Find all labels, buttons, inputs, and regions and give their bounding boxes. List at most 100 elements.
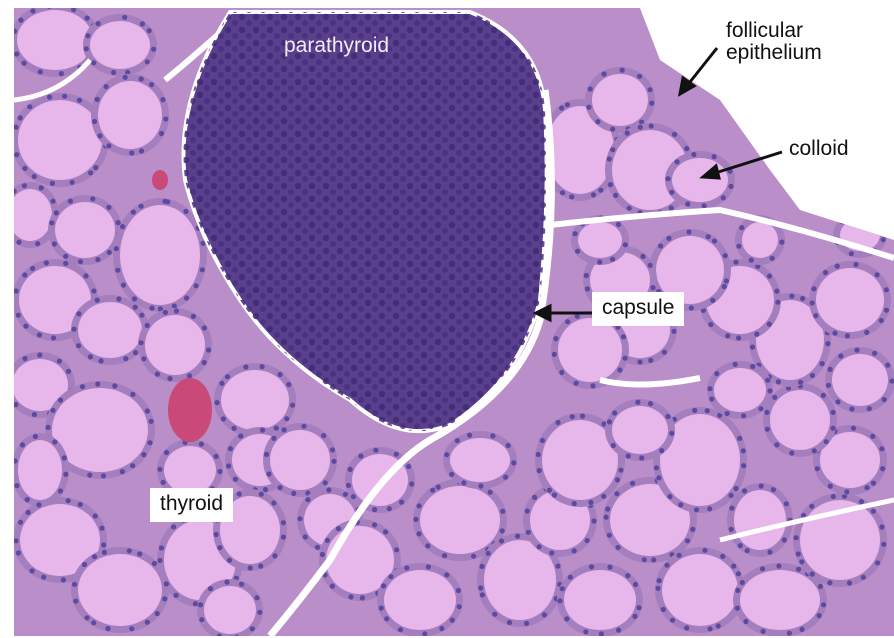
- cell-nucleus: [622, 242, 629, 248]
- cell-nucleus: [280, 534, 286, 540]
- cell-nucleus: [22, 272, 28, 278]
- cell-nucleus: [872, 350, 878, 356]
- cell-nucleus: [38, 185, 44, 191]
- cell-nucleus: [14, 458, 18, 464]
- cell-nucleus: [583, 272, 589, 279]
- cell-nucleus: [639, 455, 645, 461]
- cell-nucleus: [129, 150, 135, 156]
- cell-nucleus: [658, 243, 664, 249]
- cell-nucleus: [92, 513, 98, 519]
- cell-nucleus: [236, 491, 242, 497]
- cell-nucleus: [201, 325, 207, 331]
- cell-nucleus: [827, 580, 833, 586]
- cell-nucleus: [774, 442, 780, 448]
- cell-nucleus: [854, 347, 860, 353]
- cell-nucleus: [467, 432, 473, 438]
- cell-nucleus: [31, 411, 37, 418]
- cell-nucleus: [406, 463, 412, 470]
- cell-nucleus: [49, 220, 55, 226]
- cell-nucleus: [478, 585, 484, 591]
- cell-nucleus: [413, 516, 419, 523]
- cell-nucleus: [200, 240, 206, 246]
- cell-nucleus: [702, 547, 708, 553]
- cell-nucleus: [36, 332, 43, 338]
- blood-vessel: [168, 378, 212, 442]
- cell-nucleus: [601, 493, 607, 499]
- cell-nucleus: [564, 102, 571, 108]
- cell-nucleus: [555, 419, 561, 426]
- cell-nucleus: [77, 259, 84, 265]
- cell-nucleus: [163, 581, 169, 587]
- cell-nucleus: [648, 123, 654, 129]
- cell-nucleus: [14, 402, 19, 408]
- cell-nucleus: [280, 520, 286, 526]
- cell-nucleus: [535, 451, 541, 458]
- cell-nucleus: [444, 452, 450, 458]
- cell-nucleus: [724, 410, 730, 417]
- cell-nucleus: [83, 273, 89, 279]
- cell-nucleus: [24, 497, 30, 503]
- cell-nucleus: [625, 453, 631, 459]
- cell-nucleus: [162, 309, 168, 315]
- cell-nucleus: [735, 587, 741, 594]
- cell-nucleus: [525, 529, 531, 535]
- cell-nucleus: [93, 165, 99, 171]
- cell-nucleus: [14, 124, 19, 130]
- cell-nucleus: [678, 502, 684, 508]
- cell-nucleus: [449, 471, 455, 477]
- cell-nucleus: [799, 559, 805, 565]
- cell-nucleus: [711, 238, 718, 244]
- cell-nucleus: [832, 330, 838, 336]
- cell-nucleus: [725, 333, 731, 339]
- cell-nucleus: [83, 46, 89, 52]
- cell-nucleus: [41, 574, 47, 580]
- cell-nucleus: [151, 560, 157, 567]
- label-parathyroid: parathyroid: [284, 34, 390, 57]
- cell-nucleus: [737, 435, 743, 441]
- follicle-colloid: [78, 302, 142, 358]
- cell-nucleus: [498, 538, 505, 544]
- cell-nucleus: [610, 147, 616, 153]
- cell-nucleus: [651, 557, 657, 563]
- cell-nucleus: [45, 424, 51, 430]
- cell-nucleus: [456, 604, 462, 610]
- cell-nucleus: [708, 321, 714, 328]
- cell-nucleus: [707, 626, 713, 632]
- cell-nucleus: [830, 493, 836, 500]
- cell-nucleus: [16, 239, 22, 245]
- cell-nucleus: [650, 285, 656, 291]
- cell-nucleus: [850, 425, 857, 431]
- cell-nucleus: [676, 552, 682, 558]
- cell-nucleus: [119, 469, 125, 475]
- cell-nucleus: [575, 248, 581, 254]
- cell-nucleus: [506, 619, 513, 626]
- cell-nucleus: [741, 413, 747, 419]
- cell-nucleus: [779, 239, 785, 245]
- follicle-colloid: [542, 420, 618, 500]
- cell-nucleus: [388, 574, 394, 580]
- cell-nucleus: [138, 76, 144, 82]
- cell-nucleus: [881, 397, 887, 403]
- cell-nucleus: [709, 396, 715, 402]
- cell-nucleus: [164, 449, 170, 456]
- cell-nucleus: [741, 463, 747, 469]
- cell-nucleus: [416, 503, 422, 509]
- cell-nucleus: [87, 354, 93, 360]
- cell-nucleus: [820, 392, 827, 398]
- cell-nucleus: [875, 560, 881, 566]
- follicle-colloid: [734, 490, 786, 550]
- follicle-colloid: [564, 570, 636, 630]
- cell-nucleus: [291, 490, 297, 496]
- cell-nucleus: [767, 388, 773, 394]
- cell-nucleus: [574, 313, 580, 319]
- cell-nucleus: [297, 516, 303, 522]
- cell-nucleus: [81, 561, 88, 568]
- cell-nucleus: [883, 287, 890, 293]
- cell-nucleus: [372, 522, 378, 528]
- follicle-colloid: [450, 438, 510, 482]
- cell-nucleus: [27, 104, 33, 110]
- cell-nucleus: [827, 483, 833, 489]
- follicle-colloid: [17, 10, 93, 70]
- cell-nucleus: [157, 306, 163, 312]
- cell-nucleus: [560, 190, 566, 196]
